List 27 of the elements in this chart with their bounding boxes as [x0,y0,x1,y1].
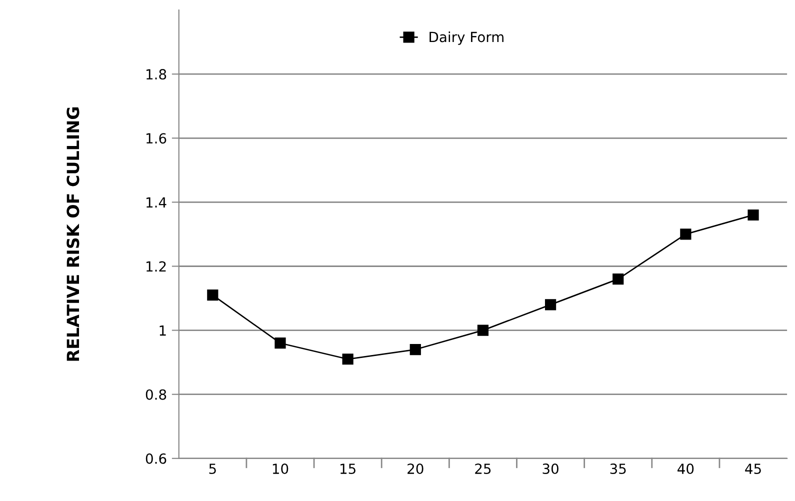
point [544,299,556,310]
point [342,354,354,365]
legend-label: Dairy Form [430,31,504,45]
point [410,344,421,356]
point [748,209,759,221]
y-tick-label: 1.6 [146,133,166,144]
x-tick-label: 35 [610,464,626,474]
x-tick-label: 20 [408,464,424,474]
y-tick-label: 1.2 [146,261,166,272]
point [477,324,489,336]
y-tick-label: 1 [160,325,166,336]
point [274,338,286,349]
x-tick-label: 30 [542,464,558,474]
x-tick-label: 15 [340,464,356,474]
x-tick-label: 5 [209,464,216,474]
x-tick-label: 25 [475,464,491,474]
point [680,228,692,240]
y-tick-label: 1.4 [146,197,166,208]
x-tick-label: 45 [745,464,761,474]
point [612,274,624,285]
point [207,290,218,301]
x-tick-label: 10 [272,464,288,474]
y-tick-label: 1.8 [146,69,166,80]
x-tick-label: 40 [678,464,694,474]
y-tick-label: 0.8 [146,389,166,400]
y-axis-title: RELATIVE RISK OF CULLING [66,107,80,361]
y-tick-label: 0.6 [146,453,166,464]
